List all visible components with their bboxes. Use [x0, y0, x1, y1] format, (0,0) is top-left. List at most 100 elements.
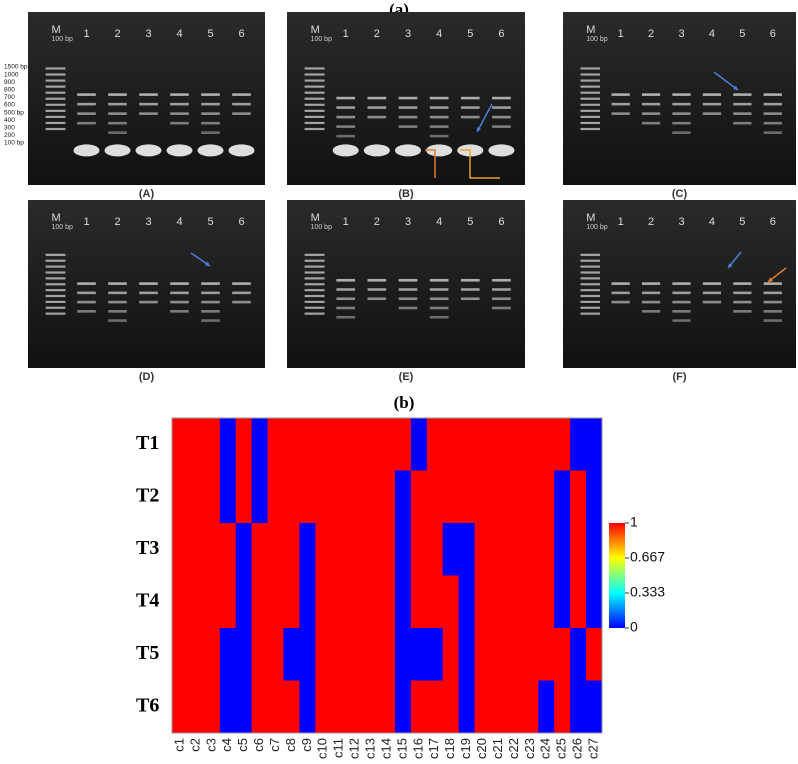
gel-band [336, 278, 356, 282]
heatmap-cell [458, 418, 475, 471]
gel-band [398, 115, 418, 119]
gel-blob [166, 144, 193, 157]
gel-blob [426, 144, 453, 157]
ladder-band [304, 306, 325, 309]
column-label: c3 [203, 738, 218, 752]
heatmap-cell [347, 523, 364, 576]
row-label: T1 [136, 432, 159, 454]
ladder-band [580, 127, 600, 131]
heatmap-cell [267, 470, 284, 524]
gel-band [367, 288, 387, 291]
heatmap-cell [315, 470, 332, 524]
ladder-band [304, 85, 325, 88]
lane-label: 5 [467, 28, 473, 40]
row-label: T3 [136, 537, 159, 559]
gel-band [641, 102, 661, 106]
gel-band [398, 306, 418, 310]
gel-band [398, 106, 418, 109]
heatmap-cell [379, 628, 396, 681]
heatmap-cell [426, 523, 444, 576]
heatmap-cell [490, 523, 507, 576]
gel-blob [135, 144, 162, 157]
gel-band [641, 310, 661, 313]
heatmap-cell [251, 680, 268, 734]
heatmap-cell [219, 470, 237, 524]
heatmap-cell [283, 418, 300, 471]
heatmap-cell [331, 523, 348, 576]
arrow [425, 149, 436, 178]
heatmap-cell [363, 680, 380, 734]
heatmap-cell [363, 523, 380, 576]
heatmap-cell [219, 628, 237, 681]
heatmap-cell [203, 575, 221, 629]
ladder-band [304, 259, 325, 262]
gel-band [139, 112, 158, 115]
gel-band [108, 121, 127, 125]
gel-band [763, 300, 782, 304]
ladder-band [304, 67, 325, 70]
heatmap-cell [235, 470, 253, 524]
gel-band [398, 125, 418, 128]
gel-band [733, 112, 752, 115]
heatmap-cell [187, 418, 205, 471]
lane-label: 3 [145, 28, 151, 40]
ladder-band [45, 253, 66, 256]
heatmap-cell [331, 628, 348, 681]
lane-label: 2 [648, 28, 654, 40]
lane-label: 3 [678, 216, 684, 228]
ladder-label: 100 bp [4, 140, 24, 147]
gel-band [429, 288, 449, 291]
heatmap-cell [315, 680, 332, 734]
heatmap-cell [394, 418, 412, 471]
column-label: c7 [267, 738, 282, 752]
heatmap-cell [379, 418, 396, 471]
heatmap-cell [299, 680, 316, 734]
heatmap-cell [283, 523, 300, 576]
colorbar-tick-label: 0 [630, 619, 638, 635]
gel-band [733, 291, 752, 295]
gel-band [429, 134, 449, 138]
gel-band [77, 102, 96, 106]
lane-label: 1 [618, 28, 624, 40]
lane-label: 100 bp [52, 224, 74, 231]
heatmap-cell [442, 575, 460, 629]
gel-band [763, 131, 782, 134]
heatmap-cell [172, 628, 189, 681]
gel-band [201, 121, 220, 125]
ladder-band [580, 259, 600, 262]
heatmap-cell [522, 680, 539, 734]
heatmap-cell [235, 523, 253, 576]
gel-band [139, 93, 158, 96]
heatmap-cell [394, 470, 412, 524]
gel-band [672, 93, 691, 96]
gel-band [672, 291, 691, 295]
gel-band [460, 297, 480, 301]
ladder-band [304, 97, 325, 100]
ladder-band [580, 73, 600, 76]
gel-band [492, 297, 511, 301]
heatmap-cell [187, 680, 205, 734]
gel-band [232, 291, 251, 295]
panel-label: (E) [399, 371, 414, 383]
heatmap-cell [506, 470, 523, 524]
gel-band [201, 112, 220, 115]
gel-blob [332, 144, 359, 157]
ladder-band [580, 91, 600, 94]
ladder-band [45, 312, 66, 315]
lane-label: 1 [343, 216, 349, 228]
gel-band [611, 291, 630, 295]
gel-band [77, 121, 96, 125]
ladder-band [45, 271, 66, 274]
gel-band [201, 310, 220, 313]
lane-label: M [586, 212, 595, 224]
ladder-label: 700 [4, 94, 15, 101]
arrow-head [728, 263, 733, 268]
heatmap-cell [267, 628, 284, 681]
lane-label: 4 [709, 28, 715, 40]
ladder-band [45, 259, 66, 262]
gel-band [429, 315, 449, 319]
gel-band [108, 282, 127, 285]
gel-band [429, 297, 449, 301]
heatmap-cell [379, 575, 396, 629]
heatmap-cell [187, 470, 205, 524]
